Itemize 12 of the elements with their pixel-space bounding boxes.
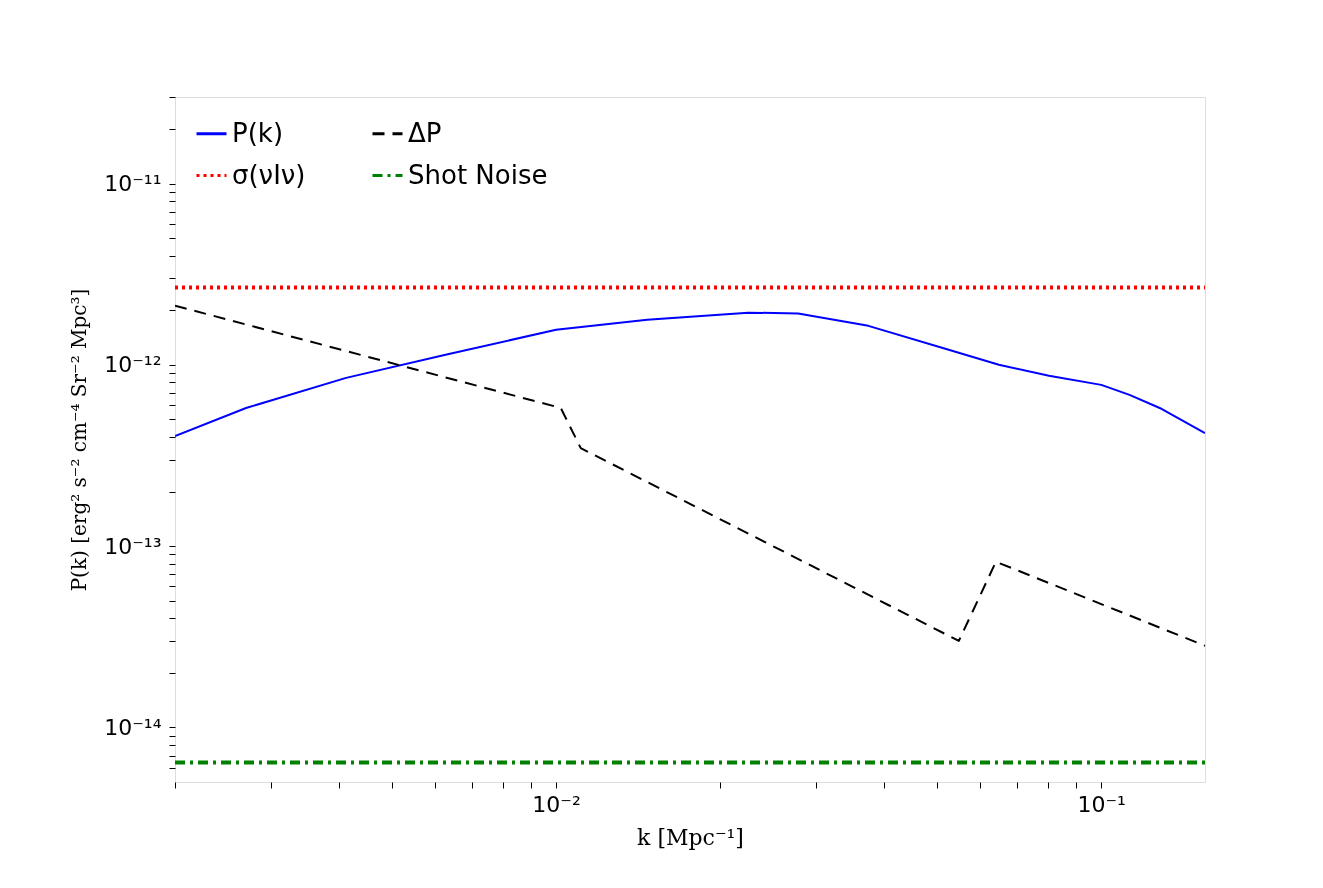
y-tick-label: 10⁻¹³ xyxy=(104,533,162,559)
x-tick-label: 10⁻² xyxy=(532,791,581,817)
legend-label: P(k) xyxy=(232,117,284,148)
legend-label: ΔP xyxy=(408,117,442,148)
y-tick-label: 10⁻¹² xyxy=(104,352,162,378)
y-tick-label: 10⁻¹¹ xyxy=(104,171,162,196)
x-tick-label: 10⁻¹ xyxy=(1077,791,1126,817)
y-tick-label: 10⁻¹⁴ xyxy=(104,714,162,740)
legend-label: σ(νIν) xyxy=(232,159,306,190)
x-axis-title: k [Mpc⁻¹] xyxy=(637,824,744,850)
y-axis-title: P(k) [erg² s⁻² cm⁻⁴ Sr⁻² Mpc³] xyxy=(67,288,92,592)
legend-label: Shot Noise xyxy=(408,159,548,190)
